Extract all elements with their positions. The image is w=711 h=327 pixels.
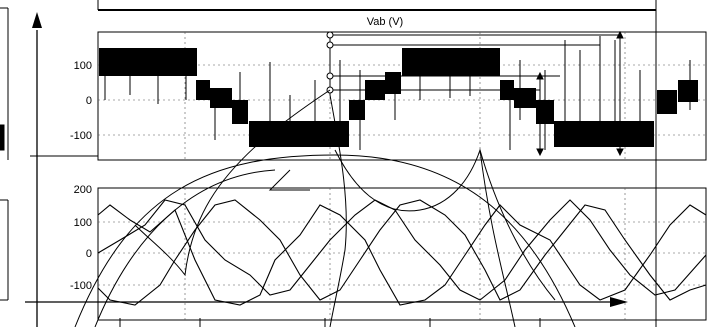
bottom-y-tick-200: 200 xyxy=(74,184,92,196)
bottom-plot-frame xyxy=(97,187,707,321)
left-panel-fragments xyxy=(0,7,9,301)
phase-current-b xyxy=(97,199,707,306)
bottom-y-tick-0: 0 xyxy=(86,248,92,260)
bottom-plot: 200 100 0 -100 xyxy=(70,184,707,321)
inner-arc xyxy=(94,169,276,327)
title-frame xyxy=(97,0,657,327)
phase-current-c xyxy=(97,199,707,301)
phase-current-a xyxy=(97,204,707,306)
z-mark xyxy=(268,169,310,191)
large-arc xyxy=(74,154,576,327)
bottom-y-tick-minus-100: -100 xyxy=(70,280,92,292)
vertical-arrow-axis xyxy=(32,12,42,327)
top-y-tick-0: 0 xyxy=(86,95,92,107)
side-curve-right xyxy=(479,149,516,327)
bottom-tick-stubs xyxy=(119,318,541,327)
top-plot-frame xyxy=(97,31,707,161)
annotation-curves xyxy=(74,89,576,327)
top-y-tick-100: 100 xyxy=(74,60,92,72)
top-y-tick-minus-100: -100 xyxy=(70,130,92,142)
probe-curve-left xyxy=(134,89,331,277)
probe-curve-down xyxy=(329,94,347,327)
valley-curve xyxy=(334,148,556,301)
vab-waveform xyxy=(99,36,698,150)
bottom-y-tick-100: 100 xyxy=(74,217,92,229)
phase-currents xyxy=(97,199,707,306)
probe-markers xyxy=(326,30,624,157)
top-plot-title: Vab (V) xyxy=(367,16,403,28)
top-plot: Vab (V) 100 0 -100 xyxy=(70,16,707,161)
